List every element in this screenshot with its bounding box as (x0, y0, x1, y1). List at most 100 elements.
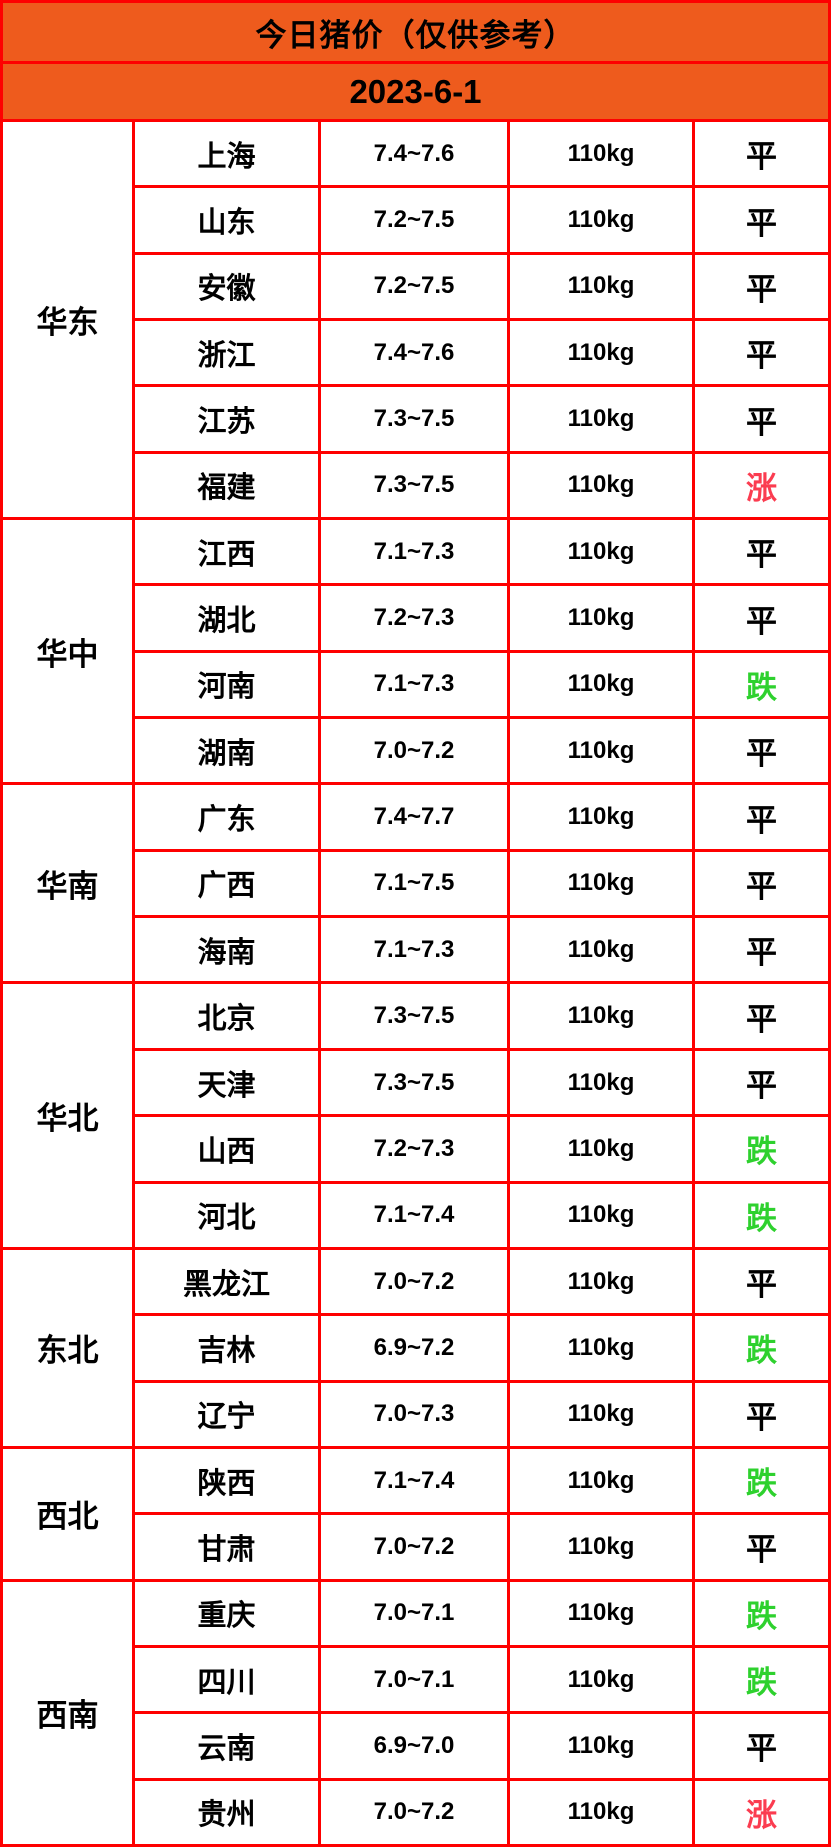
region-cell: 西北 (3, 1448, 132, 1579)
trend-cell: 涨 (695, 453, 828, 518)
province-cell: 北京 (135, 984, 318, 1048)
province-cell: 河南 (135, 652, 318, 717)
province-cell: 辽宁 (135, 1382, 318, 1446)
weight-cell: 110kg (510, 851, 692, 916)
province-cell: 云南 (135, 1714, 318, 1778)
region-cell: 西南 (3, 1581, 132, 1844)
weight-cell: 110kg (510, 652, 692, 717)
price-cell: 7.1~7.4 (321, 1183, 507, 1247)
trend-cell: 跌 (695, 652, 828, 717)
trend-cell: 平 (695, 586, 828, 650)
province-cell: 江西 (135, 520, 318, 584)
price-cell: 7.1~7.4 (321, 1448, 507, 1513)
province-cell: 上海 (135, 122, 318, 186)
weight-cell: 110kg (510, 453, 692, 518)
province-cell: 河北 (135, 1183, 318, 1247)
price-cell: 6.9~7.2 (321, 1316, 507, 1380)
province-cell: 广西 (135, 851, 318, 916)
weight-cell: 110kg (510, 321, 692, 385)
trend-cell: 平 (695, 520, 828, 584)
trend-cell: 平 (695, 1050, 828, 1115)
price-cell: 7.1~7.5 (321, 851, 507, 916)
price-cell: 7.2~7.3 (321, 1117, 507, 1181)
price-cell: 7.2~7.3 (321, 586, 507, 650)
trend-cell: 平 (695, 254, 828, 319)
trend-cell: 跌 (695, 1183, 828, 1247)
province-cell: 福建 (135, 453, 318, 518)
weight-cell: 110kg (510, 122, 692, 186)
price-grid: 华东 上海 7.4~7.6 110kg 平山东 7.2~7.5 110kg 平安徽 7.2~7.… (3, 122, 828, 1844)
price-cell: 7.1~7.3 (321, 918, 507, 982)
weight-cell: 110kg (510, 1581, 692, 1645)
region-cell: 东北 (3, 1249, 132, 1446)
region-cell: 华中 (3, 520, 132, 783)
province-cell: 湖南 (135, 719, 318, 783)
trend-cell: 平 (695, 984, 828, 1048)
trend-cell: 平 (695, 785, 828, 849)
price-cell: 7.0~7.2 (321, 1249, 507, 1314)
trend-cell: 跌 (695, 1117, 828, 1181)
price-cell: 7.3~7.5 (321, 387, 507, 451)
weight-cell: 110kg (510, 1316, 692, 1380)
price-cell: 7.2~7.5 (321, 254, 507, 319)
weight-cell: 110kg (510, 387, 692, 451)
weight-cell: 110kg (510, 1249, 692, 1314)
weight-cell: 110kg (510, 1714, 692, 1778)
province-cell: 山西 (135, 1117, 318, 1181)
province-cell: 山东 (135, 188, 318, 252)
weight-cell: 110kg (510, 1050, 692, 1115)
province-cell: 黑龙江 (135, 1249, 318, 1314)
region-cell: 华北 (3, 984, 132, 1247)
price-cell: 7.3~7.5 (321, 453, 507, 518)
price-cell: 7.1~7.3 (321, 652, 507, 717)
price-cell: 7.4~7.6 (321, 321, 507, 385)
trend-cell: 平 (695, 188, 828, 252)
price-cell: 7.0~7.1 (321, 1581, 507, 1645)
trend-cell: 跌 (695, 1448, 828, 1513)
weight-cell: 110kg (510, 1183, 692, 1247)
price-cell: 6.9~7.0 (321, 1714, 507, 1778)
price-cell: 7.0~7.2 (321, 1515, 507, 1579)
weight-cell: 110kg (510, 1515, 692, 1579)
weight-cell: 110kg (510, 785, 692, 849)
province-cell: 吉林 (135, 1316, 318, 1380)
province-cell: 甘肃 (135, 1515, 318, 1579)
price-cell: 7.0~7.2 (321, 719, 507, 783)
weight-cell: 110kg (510, 520, 692, 584)
trend-cell: 平 (695, 851, 828, 916)
price-cell: 7.3~7.5 (321, 1050, 507, 1115)
trend-cell: 平 (695, 1714, 828, 1778)
province-cell: 天津 (135, 1050, 318, 1115)
province-cell: 重庆 (135, 1581, 318, 1645)
price-cell: 7.1~7.3 (321, 520, 507, 584)
weight-cell: 110kg (510, 1780, 692, 1844)
province-cell: 陕西 (135, 1448, 318, 1513)
province-cell: 湖北 (135, 586, 318, 650)
trend-cell: 平 (695, 918, 828, 982)
price-cell: 7.4~7.7 (321, 785, 507, 849)
weight-cell: 110kg (510, 1647, 692, 1712)
price-cell: 7.2~7.5 (321, 188, 507, 252)
region-cell: 华南 (3, 785, 132, 982)
trend-cell: 平 (695, 321, 828, 385)
price-cell: 7.4~7.6 (321, 122, 507, 186)
province-cell: 四川 (135, 1647, 318, 1712)
table-date: 2023-6-1 (3, 64, 828, 119)
trend-cell: 平 (695, 719, 828, 783)
trend-cell: 平 (695, 122, 828, 186)
page-title: 今日猪价（仅供参考） (3, 3, 828, 61)
weight-cell: 110kg (510, 1117, 692, 1181)
weight-cell: 110kg (510, 1382, 692, 1446)
price-cell: 7.0~7.2 (321, 1780, 507, 1844)
province-cell: 广东 (135, 785, 318, 849)
trend-cell: 平 (695, 1382, 828, 1446)
province-cell: 浙江 (135, 321, 318, 385)
weight-cell: 110kg (510, 719, 692, 783)
region-cell: 华东 (3, 122, 132, 518)
trend-cell: 跌 (695, 1647, 828, 1712)
province-cell: 江苏 (135, 387, 318, 451)
province-cell: 贵州 (135, 1780, 318, 1844)
trend-cell: 平 (695, 1249, 828, 1314)
weight-cell: 110kg (510, 984, 692, 1048)
